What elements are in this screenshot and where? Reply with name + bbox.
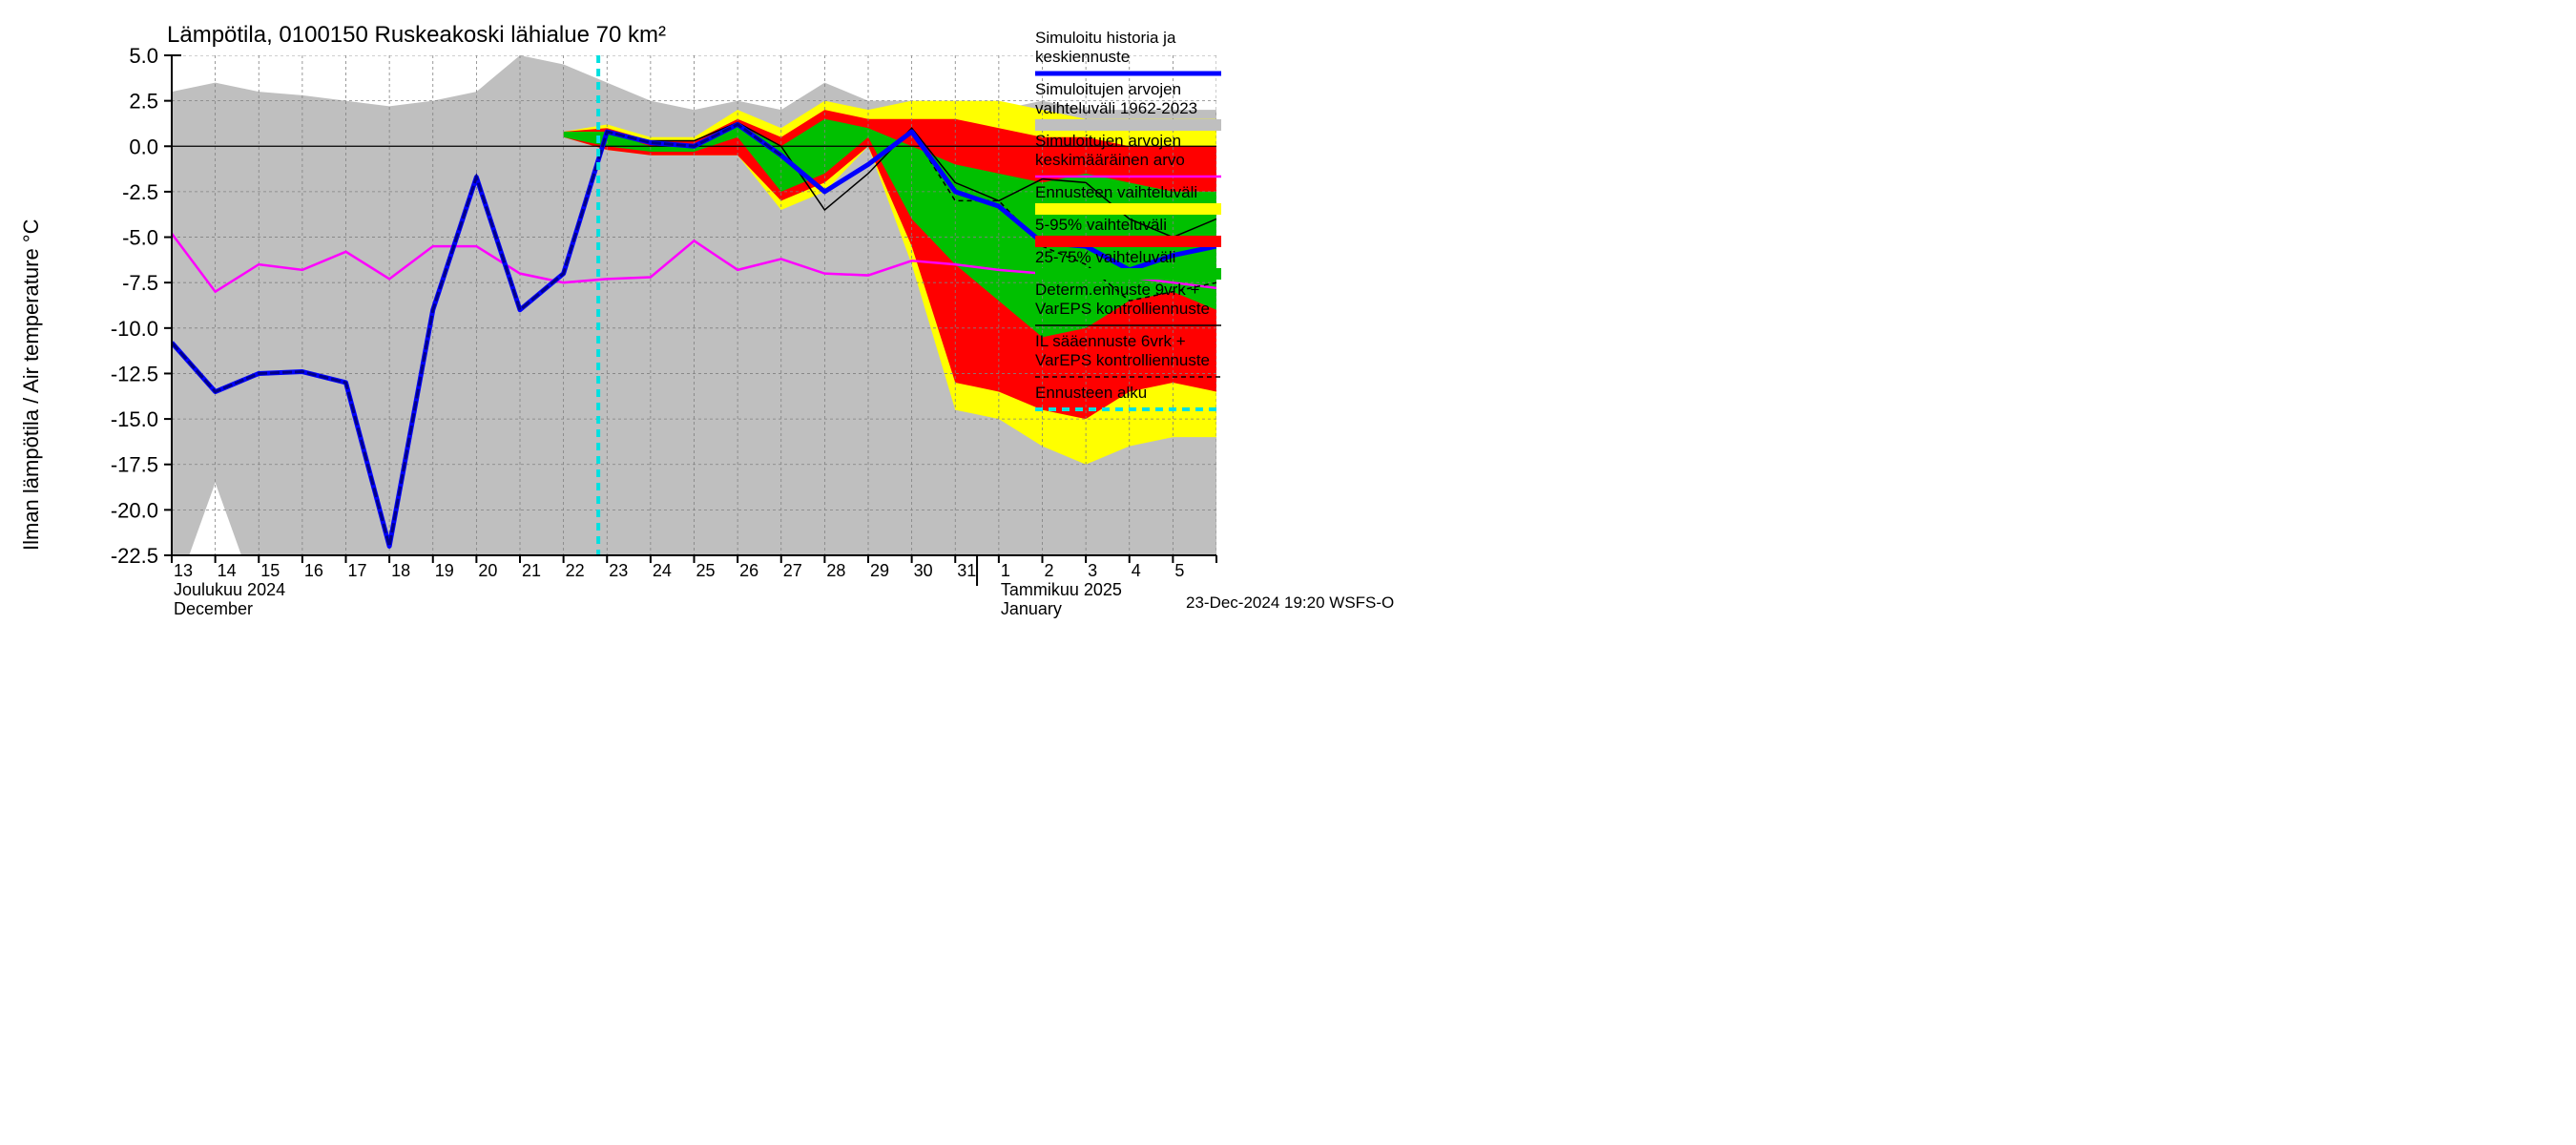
legend-label: keskimääräinen arvo (1035, 151, 1185, 169)
x-tick-label: 30 (914, 561, 933, 580)
x-tick-label: 18 (391, 561, 410, 580)
legend-label: Simuloitujen arvojen (1035, 80, 1181, 98)
month-label-2: December (174, 599, 253, 618)
x-tick-label: 13 (174, 561, 193, 580)
legend-label: 5-95% vaihteluväli (1035, 216, 1167, 234)
month-label-1: Joulukuu 2024 (174, 580, 285, 599)
y-tick-label: -22.5 (111, 544, 158, 568)
legend-label: Ennusteen vaihteluväli (1035, 183, 1197, 201)
x-tick-label: 20 (478, 561, 497, 580)
x-tick-label: 5 (1174, 561, 1184, 580)
x-tick-label: 27 (783, 561, 802, 580)
y-tick-label: -10.0 (111, 317, 158, 341)
y-tick-label: -2.5 (122, 180, 158, 204)
y-tick-label: -7.5 (122, 271, 158, 295)
chart-container: 5.0 2.5 0.0 -2.5 -5.0 -7.5 -10.0 -12.5 -15.0 -17.… (0, 0, 1431, 636)
x-tick-label: 15 (260, 561, 280, 580)
x-tick-label: 4 (1132, 561, 1141, 580)
legend-swatch (1035, 203, 1221, 215)
y-tick-label: -17.5 (111, 453, 158, 477)
legend-label: IL sääennuste 6vrk + (1035, 332, 1186, 350)
y-tick-label: 5.0 (129, 44, 158, 68)
legend-label: Simuloitu historia ja (1035, 29, 1176, 47)
legend-label: Determ.ennuste 9vrk + (1035, 281, 1200, 299)
month-label-1: Tammikuu 2025 (1001, 580, 1122, 599)
month-label-2: January (1001, 599, 1062, 618)
legend-label: Ennusteen alku (1035, 384, 1147, 402)
legend-label: VarEPS kontrolliennuste (1035, 351, 1210, 369)
x-tick-label: 29 (870, 561, 889, 580)
x-tick-label: 19 (435, 561, 454, 580)
x-tick-label: 3 (1088, 561, 1097, 580)
x-tick-label: 16 (304, 561, 323, 580)
legend-label: VarEPS kontrolliennuste (1035, 300, 1210, 318)
x-tick-label: 22 (566, 561, 585, 580)
legend-label: Simuloitujen arvojen (1035, 132, 1181, 150)
x-tick-label: 14 (218, 561, 237, 580)
x-tick-label: 28 (826, 561, 845, 580)
x-tick-label: 26 (739, 561, 758, 580)
x-tick-label: 24 (653, 561, 672, 580)
x-tick-label: 17 (348, 561, 367, 580)
x-tick-label: 31 (957, 561, 976, 580)
y-tick-label: -5.0 (122, 226, 158, 250)
y-axis-label: Ilman lämpötila / Air temperature °C (19, 219, 43, 551)
legend-swatch (1035, 268, 1221, 280)
y-tick-label: 0.0 (129, 135, 158, 158)
x-tick-label: 21 (522, 561, 541, 580)
x-tick-label: 23 (609, 561, 628, 580)
x-tick-label: 1 (1001, 561, 1010, 580)
chart-title: Lämpötila, 0100150 Ruskeakoski lähialue … (167, 22, 666, 48)
x-tick-label: 25 (696, 561, 716, 580)
legend-swatch (1035, 236, 1221, 247)
y-tick-label: -20.0 (111, 498, 158, 522)
legend-label: 25-75% vaihteluväli (1035, 248, 1175, 266)
temperature-chart: 5.0 2.5 0.0 -2.5 -5.0 -7.5 -10.0 -12.5 -15.0 -17.… (0, 0, 1431, 636)
legend-swatch (1035, 119, 1221, 131)
legend-label: vaihteluväli 1962-2023 (1035, 99, 1197, 117)
y-tick-label: -12.5 (111, 362, 158, 385)
legend-label: keskiennuste (1035, 48, 1130, 66)
x-tick-label: 2 (1045, 561, 1054, 580)
y-tick-label: -15.0 (111, 407, 158, 431)
y-tick-label: 2.5 (129, 90, 158, 114)
timestamp-footer: 23-Dec-2024 19:20 WSFS-O (1186, 593, 1394, 612)
